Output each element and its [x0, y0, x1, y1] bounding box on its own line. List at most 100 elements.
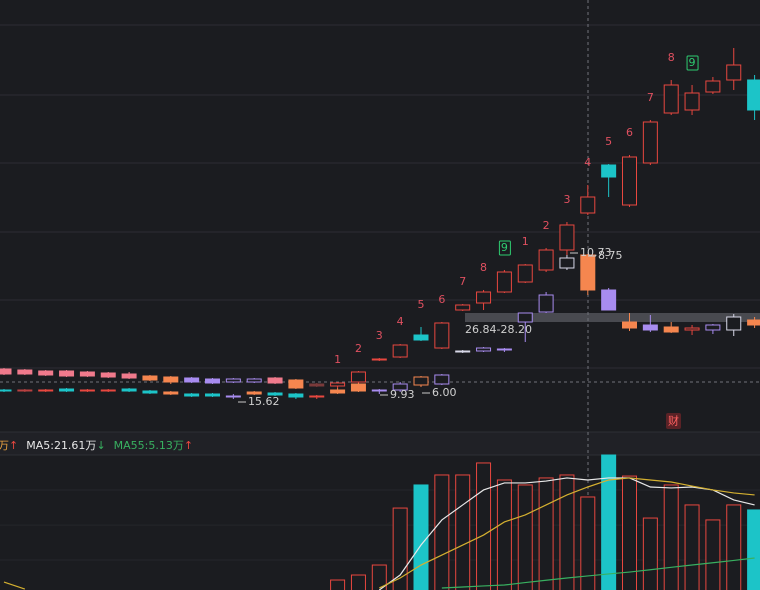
volume-bar — [601, 454, 617, 590]
candle-body — [38, 389, 54, 392]
candle-body — [622, 321, 637, 329]
candle-body — [496, 348, 512, 351]
annotation: 6.00 — [432, 386, 457, 399]
candle-body — [330, 389, 346, 394]
candle-body — [559, 224, 575, 251]
legend-arrow: ↑ — [184, 439, 193, 452]
volume-bar — [559, 474, 575, 590]
candle-body — [434, 374, 450, 385]
candle-body — [705, 324, 721, 331]
annotation: 9.93 — [390, 388, 415, 401]
candle-body — [142, 375, 158, 381]
candle-body — [330, 382, 346, 387]
price-zone — [465, 313, 760, 322]
candle-body — [392, 383, 408, 391]
candle-body — [559, 257, 575, 269]
candle-body — [142, 390, 158, 394]
candle-body — [747, 79, 760, 111]
candle-body — [59, 370, 75, 377]
candle-body — [392, 344, 408, 358]
candle-body — [580, 254, 596, 291]
count-label: 7 — [647, 91, 654, 104]
candle-body — [246, 391, 262, 395]
candle-body — [726, 64, 742, 81]
zone-label: 26.84-28.20 — [465, 323, 532, 336]
volume-legend: 万 ↑ MA5:21.61万 ↓ MA55:5.13万 ↑ — [0, 439, 193, 452]
volume-bar — [684, 504, 700, 590]
volume-bar — [413, 484, 429, 590]
candle-body — [455, 304, 471, 311]
candle-body — [309, 383, 325, 387]
candle-body — [0, 389, 12, 392]
count-label: 9 — [689, 56, 696, 69]
count-label: 4 — [397, 315, 404, 328]
candle-body — [371, 389, 387, 392]
candle-body — [496, 271, 512, 293]
count-label: 8 — [668, 51, 675, 64]
count-box — [686, 55, 699, 71]
candle-body — [350, 383, 366, 392]
count-label: 5 — [418, 298, 425, 311]
volume-bar — [350, 574, 366, 590]
volume-bar — [726, 504, 742, 590]
annotation: 8.75 — [598, 249, 623, 262]
volume-bar — [517, 484, 533, 590]
candle-body — [413, 334, 429, 341]
ma-line — [441, 557, 755, 589]
candle-body — [225, 378, 241, 383]
candle-body — [288, 379, 304, 389]
count-label: 6 — [626, 126, 633, 139]
count-box — [498, 240, 511, 256]
volume-bar — [330, 579, 346, 590]
badge-box — [666, 413, 681, 429]
volume-bar — [622, 475, 637, 590]
legend-text: MA5:21.61万 — [26, 439, 96, 452]
volume-bar — [580, 496, 596, 590]
candle-body — [663, 84, 679, 114]
count-label: 2 — [355, 342, 362, 355]
volume-bar — [455, 474, 471, 590]
count-label: 7 — [459, 275, 466, 288]
count-label: 2 — [543, 219, 550, 232]
candle-body — [476, 291, 492, 304]
candle-body — [100, 389, 116, 392]
candle-body — [205, 378, 220, 384]
candle-body — [79, 371, 95, 377]
count-label: 1 — [522, 235, 529, 248]
annotation: 15.62 — [248, 395, 280, 408]
candle-body — [205, 393, 220, 397]
candle-body — [684, 92, 700, 111]
candle-body — [517, 264, 533, 283]
candle-body — [434, 322, 450, 349]
candle-body — [350, 371, 366, 383]
candle-body — [17, 369, 33, 375]
candle-body — [663, 326, 679, 333]
candle-body — [0, 368, 12, 375]
candle-body — [38, 370, 54, 376]
candle-body — [17, 389, 33, 392]
candle-body — [79, 389, 95, 392]
candle-body — [705, 80, 721, 93]
candle-body — [267, 392, 283, 396]
annotation: 10.73 — [580, 246, 612, 259]
volume-bar — [371, 564, 387, 590]
candle-body — [476, 347, 492, 352]
count-label: 6 — [438, 293, 445, 306]
candle-body — [684, 327, 700, 331]
volume-bar — [434, 474, 450, 590]
volume-bar — [663, 484, 679, 590]
volume-bar — [747, 509, 760, 590]
candle-body — [538, 294, 554, 313]
ma-line — [3, 477, 755, 590]
candle-body — [580, 196, 596, 214]
candle-body — [642, 121, 658, 164]
candle-body — [601, 164, 617, 178]
candle-body — [163, 391, 179, 395]
count-label: 5 — [605, 135, 612, 148]
candle-body — [455, 350, 471, 353]
count-label: 1 — [334, 353, 341, 366]
volume-bar — [476, 462, 492, 590]
candle-body — [642, 324, 658, 331]
